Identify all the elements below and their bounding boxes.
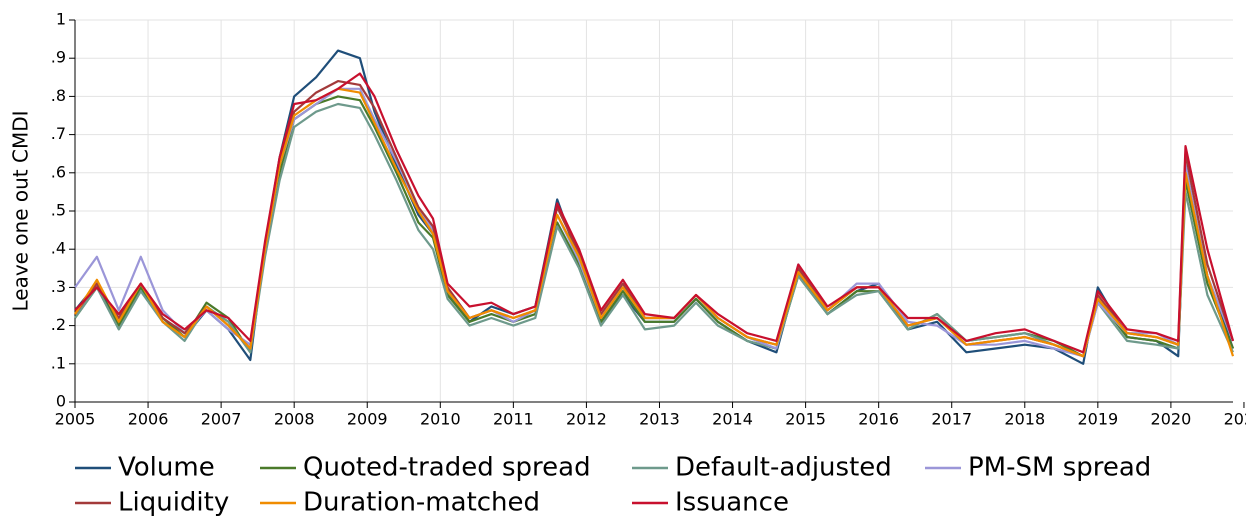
legend-label: Issuance	[675, 488, 789, 518]
x-tick-label: 2020	[1151, 410, 1192, 429]
x-tick-label: 2005	[55, 410, 96, 429]
x-tick-label: 2017	[931, 410, 972, 429]
legend-label: Duration-matched	[303, 488, 540, 518]
y-tick-label: .9	[51, 48, 66, 67]
x-tick-label: 2018	[1004, 410, 1045, 429]
x-tick-label: 2013	[639, 410, 680, 429]
legend-label: Liquidity	[118, 488, 229, 518]
x-tick-label: 2021	[1224, 410, 1246, 429]
legend-label: Default-adjusted	[675, 453, 892, 483]
series-line	[74, 72, 1235, 354]
x-tick-label: 2016	[858, 410, 899, 429]
y-tick-label: .5	[51, 201, 66, 220]
y-tick-label: .4	[51, 239, 66, 258]
x-tick-label: 2008	[274, 410, 315, 429]
x-tick-label: 2019	[1077, 410, 1118, 429]
x-tick-label: 2012	[566, 410, 607, 429]
x-tick-label: 2007	[201, 410, 242, 429]
x-tick-label: 2014	[712, 410, 753, 429]
y-tick-label: .1	[51, 353, 66, 372]
y-tick-label: .3	[51, 277, 66, 296]
series-line	[74, 49, 1235, 365]
y-axis-title: Leave one out CMDI	[9, 110, 33, 311]
legend-label: Volume	[118, 453, 215, 483]
y-tick-label: 0	[56, 392, 66, 411]
x-tick-label: 2010	[420, 410, 461, 429]
y-tick-label: .7	[51, 124, 66, 143]
x-tick-label: 2011	[493, 410, 534, 429]
y-tick-label: 1	[56, 10, 66, 29]
x-tick-label: 2006	[128, 410, 169, 429]
series-line	[74, 87, 1235, 358]
y-tick-label: .2	[51, 315, 66, 334]
x-tick-label: 2015	[785, 410, 826, 429]
legend-label: PM-SM spread	[968, 453, 1151, 483]
y-tick-label: .8	[51, 86, 66, 105]
legend-label: Quoted-traded spread	[303, 453, 591, 483]
x-tick-label: 2009	[347, 410, 388, 429]
y-tick-label: .6	[51, 162, 66, 181]
